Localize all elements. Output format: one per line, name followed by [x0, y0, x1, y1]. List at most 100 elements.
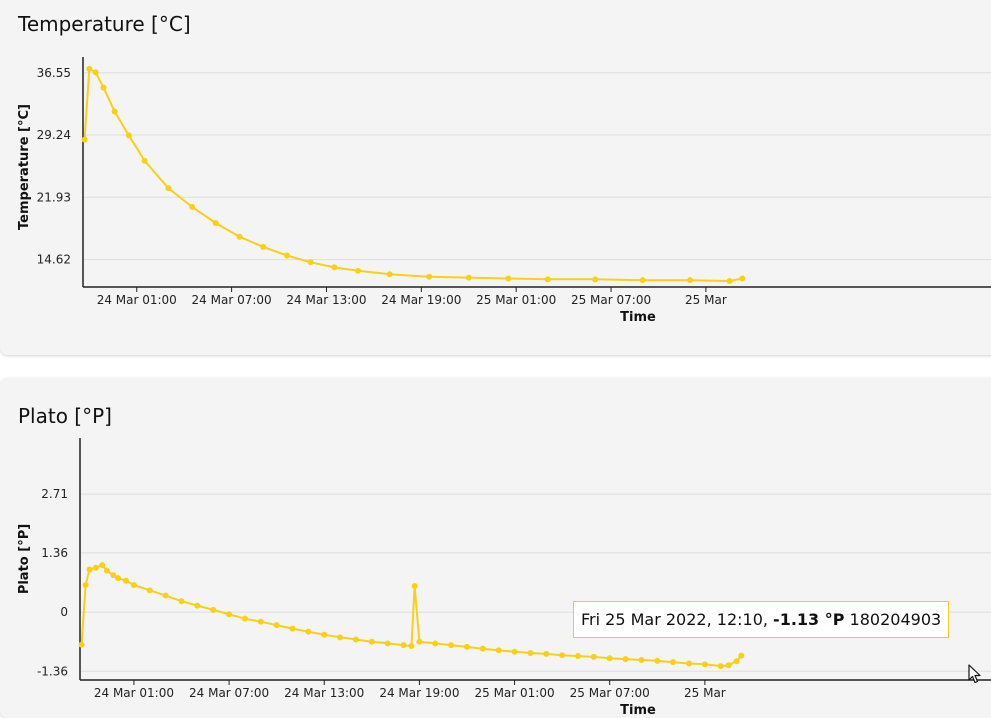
data-point[interactable]	[495, 647, 502, 654]
data-point[interactable]	[307, 259, 314, 266]
x-axis-title: Time	[620, 703, 656, 718]
temperature-chart[interactable]: 14.62 21.93 29.24 36.55 24 Mar 01:00 24 Mar 0…	[0, 0, 991, 355]
data-point[interactable]	[92, 564, 99, 571]
data-point[interactable]	[82, 582, 89, 589]
tooltip-id: 180204903	[844, 610, 942, 629]
data-point[interactable]	[733, 658, 740, 665]
plato-chart[interactable]: -1.36 0 1.36 2.71 24 Mar 01:00 24 Mar 07:00 24…	[0, 378, 991, 718]
data-point[interactable]	[686, 660, 693, 667]
y-tick-label: 2.71	[41, 487, 68, 501]
data-point[interactable]	[331, 264, 338, 271]
data-point[interactable]	[165, 185, 172, 192]
data-point-tooltip: Fri 25 Mar 2022, 12:10, -1.13 °P 1802049…	[573, 601, 950, 638]
y-tick-label: -1.36	[37, 664, 68, 678]
data-point[interactable]	[125, 132, 132, 139]
data-point[interactable]	[210, 606, 217, 613]
data-point[interactable]	[574, 653, 581, 660]
data-point[interactable]	[321, 631, 328, 638]
data-point[interactable]	[448, 642, 455, 649]
data-point[interactable]	[717, 663, 724, 670]
data-point[interactable]	[432, 640, 439, 647]
temperature-chart-panel: Temperature [°C] 14.62 21.93 29.24 36.55 24 …	[0, 0, 991, 355]
data-point[interactable]	[226, 611, 233, 618]
data-point[interactable]	[622, 656, 629, 663]
data-point[interactable]	[463, 643, 470, 650]
data-point[interactable]	[337, 634, 344, 641]
data-point[interactable]	[606, 655, 613, 662]
series-line	[83, 67, 743, 282]
data-point[interactable]	[236, 233, 243, 240]
data-point[interactable]	[426, 273, 433, 280]
data-point[interactable]	[590, 653, 597, 660]
data-point[interactable]	[408, 643, 415, 650]
data-point[interactable]	[99, 562, 106, 569]
data-point[interactable]	[81, 136, 88, 143]
data-point[interactable]	[178, 598, 185, 605]
y-axis-title: Plato [°P]	[17, 524, 32, 594]
data-point[interactable]	[687, 277, 694, 284]
data-point[interactable]	[639, 277, 646, 284]
data-point[interactable]	[103, 567, 110, 574]
data-point[interactable]	[78, 641, 85, 648]
data-point[interactable]	[559, 652, 566, 659]
data-point[interactable]	[212, 220, 219, 227]
x-tick-label: 24 Mar 13:00	[286, 293, 366, 307]
x-tick-label: 25 Mar	[685, 293, 727, 307]
data-point[interactable]	[511, 648, 518, 655]
data-point[interactable]	[544, 276, 551, 283]
data-point[interactable]	[141, 157, 148, 164]
data-point[interactable]	[701, 661, 708, 668]
data-point[interactable]	[527, 650, 534, 657]
data-point[interactable]	[592, 276, 599, 283]
data-point[interactable]	[289, 625, 296, 632]
data-point[interactable]	[739, 275, 746, 282]
data-point[interactable]	[384, 640, 391, 647]
data-point[interactable]	[416, 638, 423, 645]
data-point[interactable]	[355, 267, 362, 274]
data-point[interactable]	[305, 628, 312, 635]
data-point[interactable]	[273, 622, 280, 629]
data-point[interactable]	[115, 575, 122, 582]
y-tick-label: 21.93	[37, 190, 71, 204]
data-point[interactable]	[411, 582, 418, 589]
x-tick-label: 25 Mar 01:00	[476, 293, 556, 307]
data-point[interactable]	[194, 602, 201, 609]
data-point[interactable]	[638, 656, 645, 663]
data-point[interactable]	[670, 659, 677, 666]
data-point[interactable]	[111, 108, 118, 115]
data-point[interactable]	[162, 592, 169, 599]
x-tick-label: 25 Mar 01:00	[474, 686, 554, 700]
data-point[interactable]	[725, 662, 732, 669]
data-point[interactable]	[283, 252, 290, 259]
data-point[interactable]	[352, 636, 359, 643]
data-point[interactable]	[189, 203, 196, 210]
data-point[interactable]	[92, 69, 99, 76]
data-point[interactable]	[122, 577, 129, 584]
x-tick-label: 24 Mar 01:00	[94, 686, 174, 700]
data-point[interactable]	[505, 275, 512, 282]
data-point[interactable]	[400, 642, 407, 649]
data-point[interactable]	[368, 638, 375, 645]
data-point[interactable]	[130, 582, 137, 589]
data-point[interactable]	[257, 618, 264, 625]
data-point[interactable]	[146, 587, 153, 594]
data-point[interactable]	[110, 572, 117, 579]
data-point[interactable]	[654, 657, 661, 664]
data-point[interactable]	[241, 615, 248, 622]
mouse-pointer-icon	[968, 664, 981, 684]
x-axis-title: Time	[620, 310, 656, 325]
x-tick-label: 25 Mar	[684, 686, 726, 700]
data-point[interactable]	[86, 566, 93, 573]
data-point[interactable]	[543, 650, 550, 657]
data-point[interactable]	[260, 243, 267, 250]
x-tick-label: 24 Mar 07:00	[189, 686, 269, 700]
data-point[interactable]	[726, 278, 733, 285]
data-point[interactable]	[100, 84, 107, 91]
data-point[interactable]	[86, 65, 93, 72]
y-tick-label: 1.36	[41, 546, 68, 560]
data-point[interactable]	[738, 652, 745, 659]
x-tick-label: 25 Mar 07:00	[571, 293, 651, 307]
data-point[interactable]	[386, 271, 393, 278]
data-point[interactable]	[465, 274, 472, 281]
data-point[interactable]	[479, 645, 486, 652]
